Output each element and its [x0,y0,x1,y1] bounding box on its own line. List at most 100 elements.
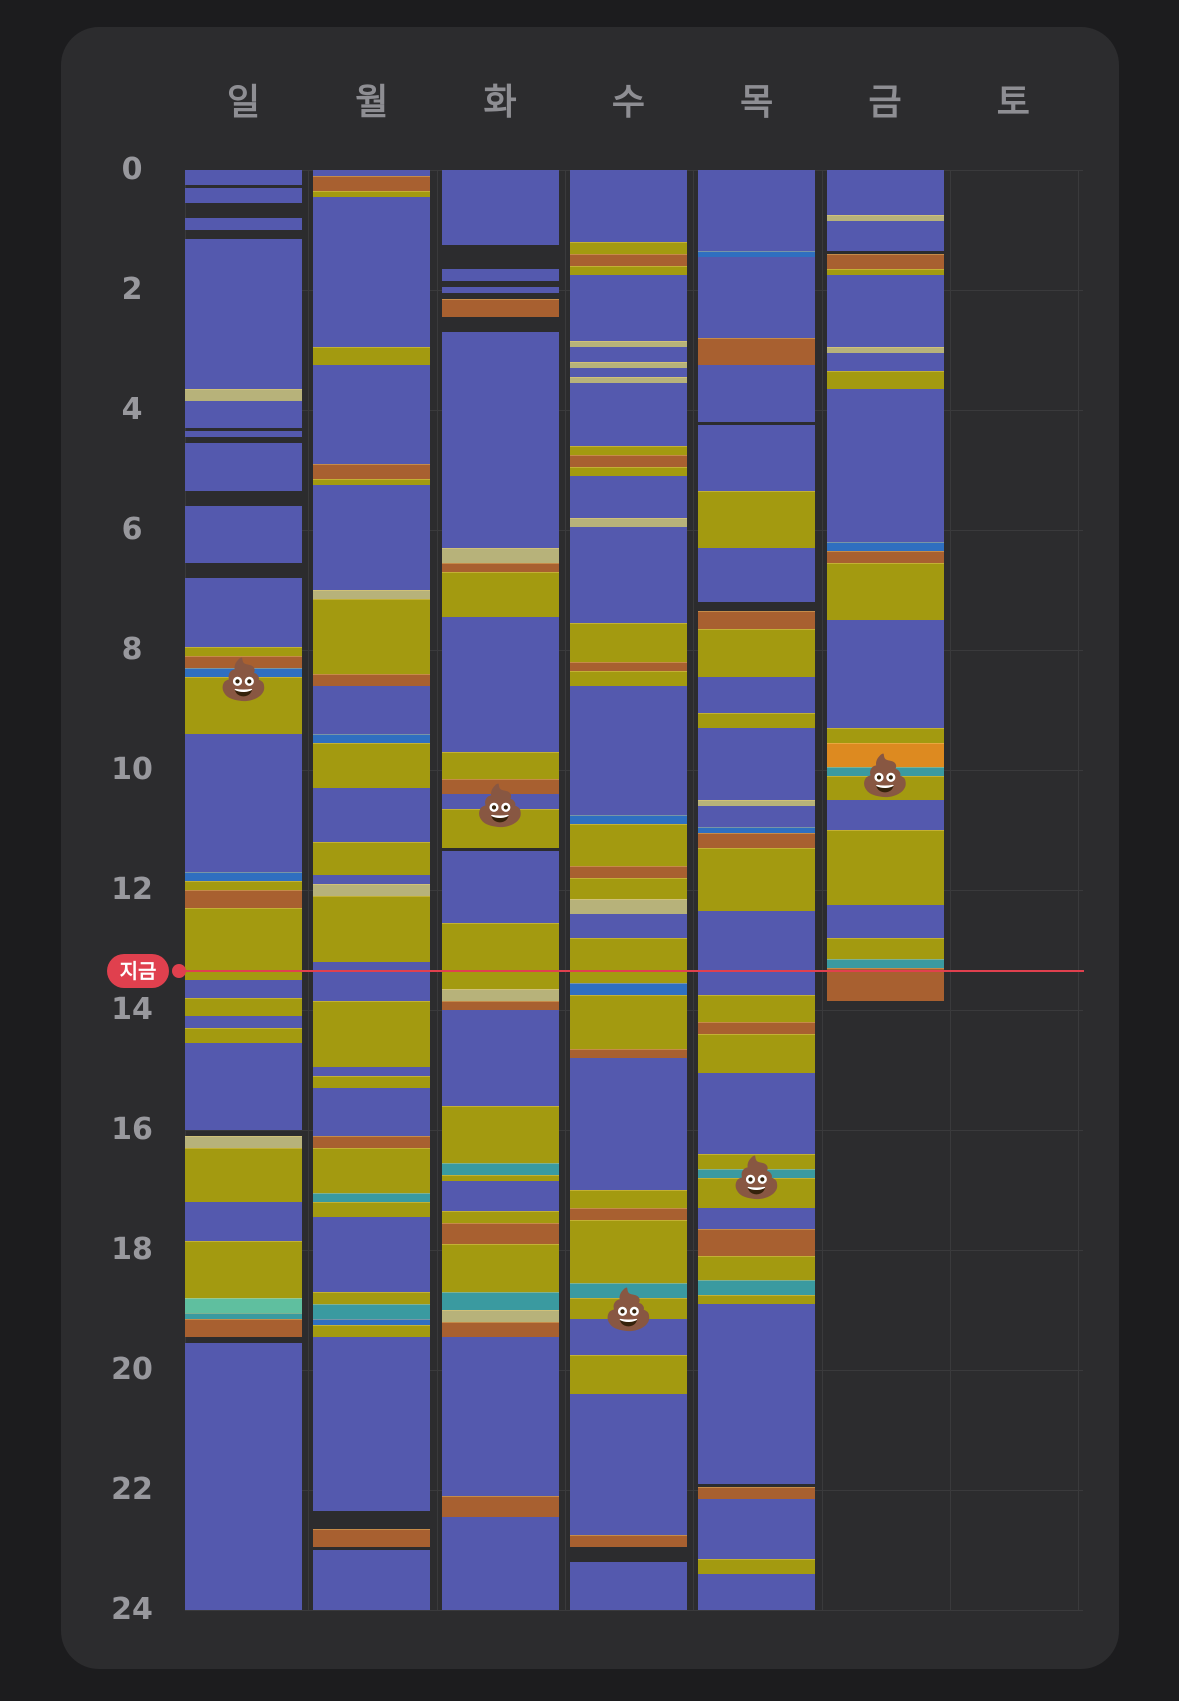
hour-label: 16 [111,1112,153,1147]
day-column[interactable]: 💩 [698,170,816,1610]
activity-segment [826,767,944,776]
day-label: 토 [996,82,1030,123]
grid-day-line [821,170,823,1610]
activity-segment [313,788,431,842]
activity-segment [313,962,431,1001]
activity-segment [826,389,944,542]
activity-segment [313,1136,431,1148]
activity-segment [569,1283,687,1298]
activity-segment [569,254,687,266]
activity-segment [698,1304,816,1484]
activity-segment [441,752,559,779]
activity-segment [826,830,944,905]
activity-segment [569,1298,687,1319]
day-column[interactable] [313,170,431,1610]
activity-segment [313,842,431,875]
day-label: 금 [868,82,902,123]
activity-segment [185,578,302,647]
activity-segment [185,1241,302,1298]
activity-segment [441,563,559,572]
activity-segment [185,170,302,185]
activity-segment [185,239,302,389]
activity-segment [826,776,944,800]
activity-segment [441,1223,559,1244]
activity-segment [698,425,816,491]
activity-segment [698,1154,816,1169]
activity-segment [698,1022,816,1034]
activity-segment [698,728,816,800]
activity-segment [185,1028,302,1043]
activity-segment [441,1175,559,1181]
activity-segment [569,995,687,1049]
activity-segment [185,188,302,203]
grid-hour-line [185,1610,1083,1611]
activity-segment [441,1001,559,1010]
activity-segment [185,1298,302,1313]
day-column[interactable]: 💩 [826,170,944,1610]
activity-segment [313,1076,431,1088]
activity-segment [313,734,431,743]
activity-segment [313,674,431,686]
activity-segment [569,899,687,914]
activity-segment [313,743,431,788]
activity-segment [569,914,687,938]
activity-segment [185,1343,302,1610]
activity-segment [441,299,559,317]
activity-segment [441,1106,559,1163]
activity-segment [313,365,431,464]
day-column[interactable]: 💩 [185,170,302,1610]
activity-segment [313,884,431,896]
activity-segment [698,1169,816,1178]
activity-segment [185,1202,302,1241]
activity-segment [313,1217,431,1292]
activity-segment [441,1292,559,1310]
activity-segment [313,1193,431,1202]
activity-segment [698,1559,816,1574]
activity-segment [313,599,431,674]
activity-segment [698,1208,816,1229]
hour-label: 2 [121,272,143,307]
activity-segment [826,269,944,275]
activity-segment [569,1190,687,1208]
activity-segment [313,1337,431,1511]
hour-label: 12 [111,872,153,907]
activity-segment [185,998,302,1016]
activity-segment [826,254,944,269]
poop-icon: 💩 [218,657,269,703]
activity-segment [441,1010,559,1106]
activity-segment [185,668,302,677]
activity-segment [313,1202,431,1217]
day-label: 화 [483,82,517,123]
activity-segment [569,662,687,671]
activity-segment [569,1535,687,1547]
activity-segment [185,734,302,872]
activity-segment [826,728,944,743]
hour-label: 24 [111,1592,153,1627]
activity-segment [441,1211,559,1223]
activity-segment [569,671,687,686]
day-column[interactable]: 💩 [441,170,559,1610]
day-column[interactable] [955,170,1072,1610]
activity-segment [185,389,302,401]
activity-segment [441,809,559,848]
activity-segment [826,968,944,1001]
activity-segment [569,170,687,242]
activity-segment [698,833,816,848]
activity-segment [185,647,302,656]
activity-segment [441,269,559,281]
hour-label: 18 [111,1232,153,1267]
activity-segment [185,1313,302,1319]
activity-segment [569,866,687,878]
activity-segment [698,848,816,911]
activity-segment [313,191,431,197]
day-label: 수 [611,82,645,123]
activity-segment [698,1034,816,1073]
activity-segment [313,875,431,884]
day-column[interactable]: 💩 [569,170,687,1610]
activity-segment [569,341,687,347]
activity-segment [185,881,302,890]
activity-segment [569,686,687,815]
activity-segment [313,1550,431,1610]
activity-segment [569,377,687,383]
day-label: 목 [740,82,774,123]
